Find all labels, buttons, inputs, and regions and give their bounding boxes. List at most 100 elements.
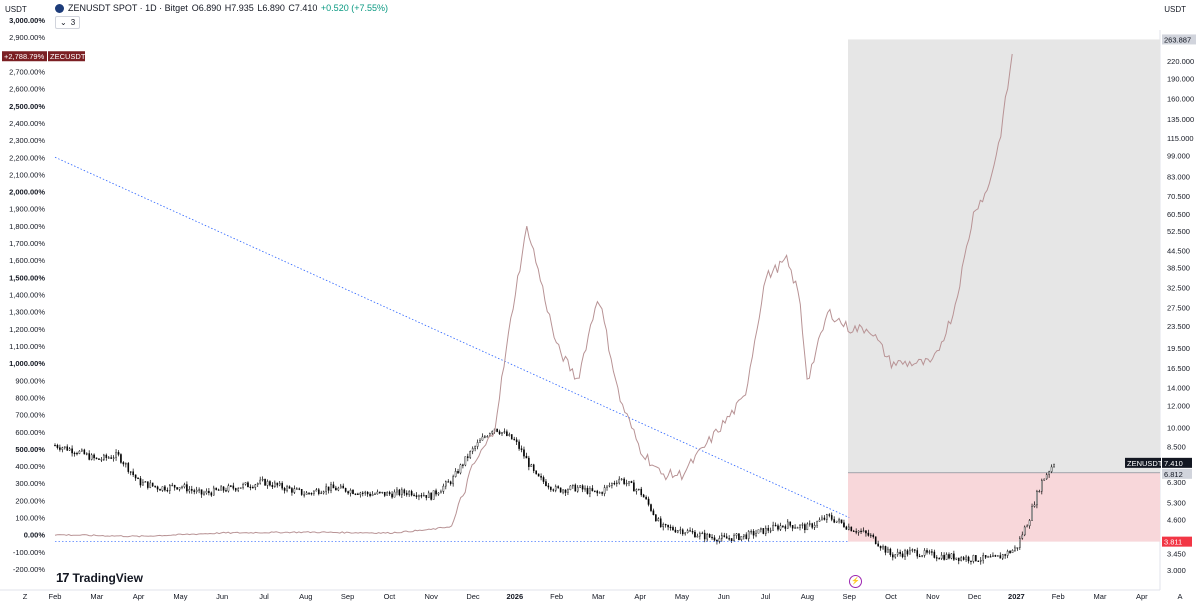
time-axis-tick: Feb xyxy=(1052,592,1065,601)
candle-body xyxy=(300,489,303,495)
right-axis-tick: 70.500 xyxy=(1167,192,1190,201)
candle-body xyxy=(222,486,225,491)
candle-body xyxy=(63,446,66,448)
candle-body xyxy=(376,491,379,495)
candle-body xyxy=(843,522,845,528)
candle-body xyxy=(193,490,196,492)
time-axis-tick: Sep xyxy=(341,592,354,601)
candle-body xyxy=(826,514,828,520)
left-axis[interactable]: 3,000.00%2,900.00%2,800.00%2,700.00%2,60… xyxy=(9,16,45,574)
candle-body xyxy=(674,529,677,533)
candle-body xyxy=(501,432,503,435)
candle-body xyxy=(1006,550,1009,556)
chevron-down-icon: ⌄ xyxy=(60,18,67,27)
svg-text:ZECUSDT: ZECUSDT xyxy=(50,52,86,61)
symbol-legend[interactable]: ZENUSDT SPOT · 1D · Bitget O6.890 H7.935… xyxy=(55,3,388,13)
candle-body xyxy=(860,530,862,533)
lightning-icon[interactable]: ⚡ xyxy=(849,575,862,588)
currency-label-left[interactable]: USDT xyxy=(5,5,27,14)
candle-body xyxy=(686,530,689,533)
time-axis[interactable]: Z Feb Mar Apr May Jun Jul Aug Sep Oct Nov Dec 2026 Fe… xyxy=(23,592,1183,601)
candle-body xyxy=(848,526,850,530)
left-axis-tick: 1,100.00% xyxy=(9,342,45,351)
candle-body xyxy=(562,489,564,493)
candle-body xyxy=(757,529,760,534)
candle-body xyxy=(884,546,887,553)
candle-body xyxy=(745,534,748,539)
candle-body xyxy=(879,545,882,549)
candle-body xyxy=(669,526,672,529)
candle-body xyxy=(410,491,413,496)
candle-body xyxy=(918,555,921,558)
candle-body xyxy=(445,481,447,487)
candle-body xyxy=(747,531,750,539)
time-axis-tick: Dec xyxy=(466,592,480,601)
candle-body xyxy=(313,490,315,494)
left-axis-tick: 100.00% xyxy=(15,514,45,523)
candle-body xyxy=(635,489,638,492)
candle-body xyxy=(655,514,657,522)
time-axis-tick: Apr xyxy=(634,592,646,601)
candle-body xyxy=(401,489,403,496)
candle-body xyxy=(808,523,811,525)
candle-body xyxy=(537,473,540,477)
right-axis-tick: 27.500 xyxy=(1167,303,1190,312)
candle-body xyxy=(117,452,120,455)
candle-body xyxy=(567,489,569,493)
candle-body xyxy=(1011,550,1014,554)
candle-body xyxy=(965,556,967,560)
candle-body xyxy=(818,519,821,522)
time-axis-tick: Apr xyxy=(1136,592,1148,601)
candle-body xyxy=(911,549,914,551)
candle-body xyxy=(337,487,340,491)
candle-body xyxy=(510,434,513,440)
candle-body xyxy=(61,447,64,450)
candle-body xyxy=(896,551,899,555)
candle-body xyxy=(212,487,215,496)
candle-body xyxy=(684,532,686,535)
candle-body xyxy=(542,477,545,482)
left-axis-tick: 2,600.00% xyxy=(9,85,45,94)
candle-body xyxy=(125,463,127,465)
time-axis-tick: Nov xyxy=(425,592,439,601)
left-axis-tick: -200.00% xyxy=(13,565,45,574)
candle-body xyxy=(572,484,574,487)
left-axis-tick: 3,000.00% xyxy=(9,16,45,25)
candle-body xyxy=(738,533,740,541)
candle-body xyxy=(601,492,603,494)
svg-text:3.811: 3.811 xyxy=(1164,538,1182,547)
candle-body xyxy=(921,555,923,557)
candle-body xyxy=(217,489,220,491)
trendline[interactable] xyxy=(54,156,850,518)
target-price-tag: 263.887 xyxy=(1162,34,1196,45)
candle-body xyxy=(237,488,239,491)
candle-body xyxy=(581,485,584,490)
candle-body xyxy=(361,492,364,494)
candle-body xyxy=(283,488,286,491)
candle-body xyxy=(454,470,457,477)
candle-body xyxy=(633,482,635,492)
candle-body xyxy=(752,531,755,536)
indicators-toggle-button[interactable]: ⌄ 3 xyxy=(55,16,81,29)
time-axis-tick: Nov xyxy=(926,592,940,601)
candle-body xyxy=(662,523,665,528)
left-axis-tick: 1,900.00% xyxy=(9,205,45,214)
candle-body xyxy=(379,491,381,493)
candle-body xyxy=(76,452,78,455)
svg-text:ZENUSDT: ZENUSDT xyxy=(1127,459,1163,468)
candle-body xyxy=(1016,547,1019,549)
right-axis[interactable]: 220.000 190.000 160.000 135.000 115.000 99.00… xyxy=(1167,57,1194,575)
candle-body xyxy=(916,550,919,557)
right-axis-tick: 44.500 xyxy=(1167,246,1190,255)
candle-body xyxy=(640,488,643,496)
svg-text:263.887: 263.887 xyxy=(1164,35,1191,44)
candle-body xyxy=(642,494,645,498)
left-axis-tick: 2,900.00% xyxy=(9,33,45,42)
left-axis-tick: 2,100.00% xyxy=(9,170,45,179)
candle-body xyxy=(664,523,667,526)
currency-label-right[interactable]: USDT xyxy=(1164,5,1186,14)
candle-body xyxy=(276,482,279,486)
candle-body xyxy=(330,484,332,491)
tradingview-logo[interactable]: 17 TradingView xyxy=(56,570,143,585)
